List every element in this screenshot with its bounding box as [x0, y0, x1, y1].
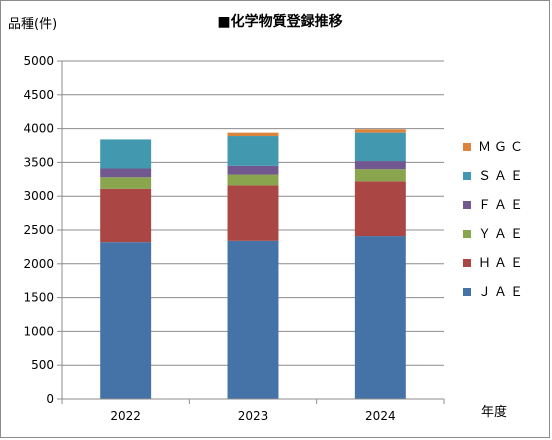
- bar-segment: [354, 236, 406, 399]
- y-tick-label: 4000: [23, 122, 54, 136]
- legend-label: ＳＡＥ: [478, 169, 526, 184]
- chart-title: ■化学物質登録推移: [217, 13, 342, 30]
- bar-segment: [227, 165, 279, 175]
- y-tick-label: 0: [46, 392, 54, 406]
- bar-segment: [354, 161, 406, 170]
- bar-segment: [354, 181, 406, 237]
- bar-segment: [227, 174, 279, 186]
- legend-swatch: [463, 259, 471, 267]
- bar-segment: [227, 136, 279, 166]
- y-tick-label: 500: [31, 358, 54, 372]
- y-tick-label: 3500: [23, 155, 54, 169]
- legend-label: ＹＡＥ: [478, 227, 526, 242]
- x-tick-label: 2023: [238, 409, 269, 423]
- bar-segment: [227, 185, 279, 241]
- bar-segment: [227, 132, 279, 137]
- legend-swatch: [463, 172, 471, 180]
- y-tick-label: 2000: [23, 257, 54, 271]
- legend-swatch: [463, 288, 471, 296]
- x-tick-label: 2024: [365, 409, 396, 423]
- bar-segment: [354, 132, 406, 162]
- legend-label: ＦＡＥ: [478, 198, 526, 213]
- y-axis-label: 品種(件): [8, 16, 57, 32]
- legend-swatch: [463, 201, 471, 209]
- legend-swatch: [463, 143, 471, 151]
- legend: ＭＧＣ ＳＡＥ ＦＡＥ ＹＡＥ ＨＡＥ ＪＡＥ: [463, 140, 526, 300]
- y-tick-label: 5000: [23, 54, 54, 68]
- legend-swatch: [463, 230, 471, 238]
- x-tick-label: 2022: [110, 409, 141, 423]
- legend-label: ＪＡＥ: [478, 285, 526, 300]
- bar-segment: [100, 177, 152, 189]
- bar-segment: [100, 168, 152, 178]
- y-axis-ticks: 0 500 1000 1500 2000 2500 3000 3500 4000 4500 5000: [23, 54, 62, 406]
- bar-segment: [354, 129, 406, 133]
- legend-label: ＭＧＣ: [478, 140, 526, 155]
- y-tick-label: 2500: [23, 223, 54, 237]
- bar-segment: [100, 188, 152, 243]
- bar-segment: [100, 139, 152, 169]
- y-tick-label: 3000: [23, 189, 54, 203]
- x-axis-label: 年度: [481, 404, 507, 420]
- y-tick-label: 1500: [23, 291, 54, 305]
- bar-segment: [354, 169, 406, 182]
- legend-label: ＨＡＥ: [478, 256, 526, 271]
- x-axis-ticks: 2022 2023 2024: [61, 399, 445, 423]
- bar-segment: [227, 240, 279, 399]
- y-tick-label: 4500: [23, 88, 54, 102]
- bars: [100, 129, 406, 399]
- y-tick-label: 1000: [23, 324, 54, 338]
- bar-segment: [100, 242, 152, 399]
